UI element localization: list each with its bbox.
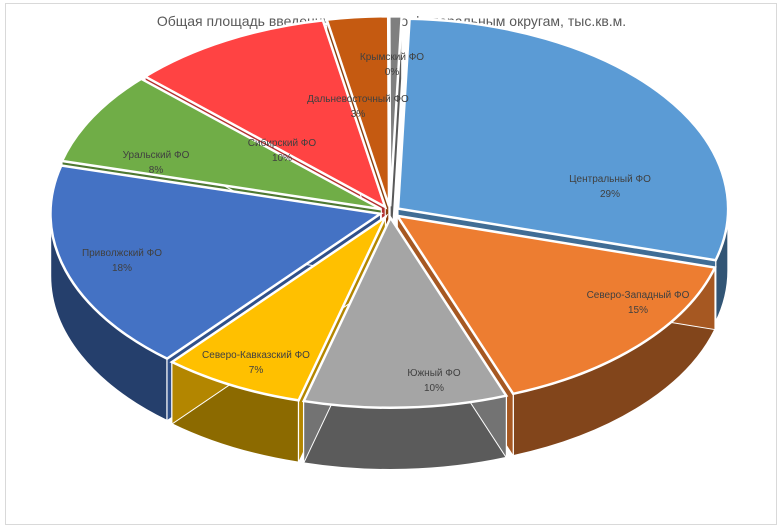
slice-label: Сибирский ФО [248, 137, 317, 149]
slice-percent-label: 7% [249, 365, 264, 376]
slice-2 [301, 215, 509, 410]
slice-percent-label: 3% [351, 109, 366, 120]
slice-8 [388, 14, 404, 207]
slice-percent-label: 10% [424, 383, 444, 394]
slice-percent-label: 29% [600, 189, 620, 200]
slice-percent-label: 15% [628, 305, 648, 316]
slice-percent-label: 18% [112, 263, 132, 274]
slice-5 [60, 77, 382, 211]
slice-label: Уральский ФО [123, 150, 190, 161]
slice-label: Центральный ФО [569, 174, 651, 185]
slice-percent-label: 8% [149, 165, 164, 176]
slice-percent-label: 0% [385, 67, 400, 78]
slice-label: Южный ФО [407, 368, 460, 379]
slice-label: Северо-Кавказский ФО [202, 350, 310, 361]
slice-1 [394, 214, 717, 396]
slice-3 [169, 213, 389, 402]
slice-labels: Центральный ФО 29% Северо-Западный ФО 15% Юж… [82, 52, 690, 394]
slice-label: Северо-Западный ФО [587, 290, 690, 301]
slice-6 [142, 19, 388, 210]
slice-label: Крымский ФО [360, 52, 424, 63]
slice-label: Приволжский ФО [82, 248, 162, 259]
slice-4 [49, 164, 384, 361]
slice-tops [49, 14, 730, 410]
slice-percent-label: 10% [272, 153, 292, 164]
slice-0 [396, 17, 730, 262]
slice-label: Дальневосточный ФО [307, 94, 409, 105]
